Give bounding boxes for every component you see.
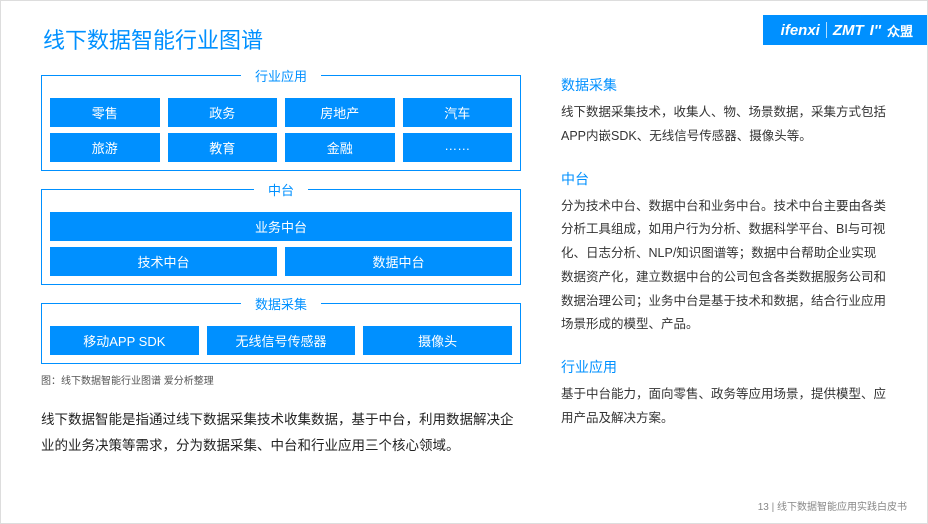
logo-slash-icon: I'' — [870, 22, 881, 39]
box-data-middle: 数据中台 — [285, 247, 512, 276]
box-sdk: 移动APP SDK — [50, 326, 199, 355]
box-gov: 政务 — [168, 98, 278, 127]
sec3-head: 行业应用 — [561, 357, 887, 377]
sec1-body: 线下数据采集技术，收集人、物、场景数据，采集方式包括APP内嵌SDK、无线信号传… — [561, 101, 887, 149]
sec2-body: 分为技术中台、数据中台和业务中台。技术中台主要由各类分析工具组成，如用户行为分析… — [561, 195, 887, 338]
group-title-industry: 行业应用 — [241, 66, 321, 85]
box-more: …… — [403, 133, 513, 162]
logo-bar: ifenxi ZMT I'' 众盟 — [763, 15, 927, 45]
box-realestate: 房地产 — [285, 98, 395, 127]
box-tech-middle: 技术中台 — [50, 247, 277, 276]
header: 线下数据智能行业图谱 ifenxi ZMT I'' 众盟 — [1, 1, 927, 55]
logo-separator — [826, 22, 827, 38]
box-edu: 教育 — [168, 133, 278, 162]
box-tourism: 旅游 — [50, 133, 160, 162]
group-collect: 数据采集 移动APP SDK 无线信号传感器 摄像头 — [41, 303, 521, 364]
group-title-collect: 数据采集 — [241, 294, 321, 313]
page-footer: 13 | 线下数据智能应用实践白皮书 — [758, 498, 907, 513]
box-camera: 摄像头 — [363, 326, 512, 355]
box-finance: 金融 — [285, 133, 395, 162]
box-retail: 零售 — [50, 98, 160, 127]
group-title-middle: 中台 — [254, 180, 308, 199]
sec1-head: 数据采集 — [561, 75, 887, 95]
sec3-body: 基于中台能力，面向零售、政务等应用场景，提供模型、应用产品及解决方案。 — [561, 383, 887, 431]
group-middle: 中台 业务中台 技术中台 数据中台 — [41, 189, 521, 285]
diagram-caption: 图：线下数据智能行业图谱 爱分析整理 — [41, 372, 521, 387]
sec2-head: 中台 — [561, 169, 887, 189]
logo-zhongmeng: 众盟 — [887, 21, 913, 40]
diagram: 行业应用 零售 政务 房地产 汽车 旅游 教育 金融 …… 中台 业务中台 技术… — [41, 75, 521, 458]
logo-zmt: ZMT — [833, 22, 864, 39]
logo-ifenxi: ifenxi — [781, 22, 820, 39]
box-auto: 汽车 — [403, 98, 513, 127]
diagram-summary: 线下数据智能是指通过线下数据采集技术收集数据，基于中台，利用数据解决企业的业务决… — [41, 407, 521, 458]
group-industry: 行业应用 零售 政务 房地产 汽车 旅游 教育 金融 …… — [41, 75, 521, 171]
box-sensor: 无线信号传感器 — [207, 326, 356, 355]
box-biz-middle: 业务中台 — [50, 212, 512, 241]
page-title: 线下数据智能行业图谱 — [43, 23, 263, 55]
right-column: 数据采集 线下数据采集技术，收集人、物、场景数据，采集方式包括APP内嵌SDK、… — [561, 75, 887, 458]
